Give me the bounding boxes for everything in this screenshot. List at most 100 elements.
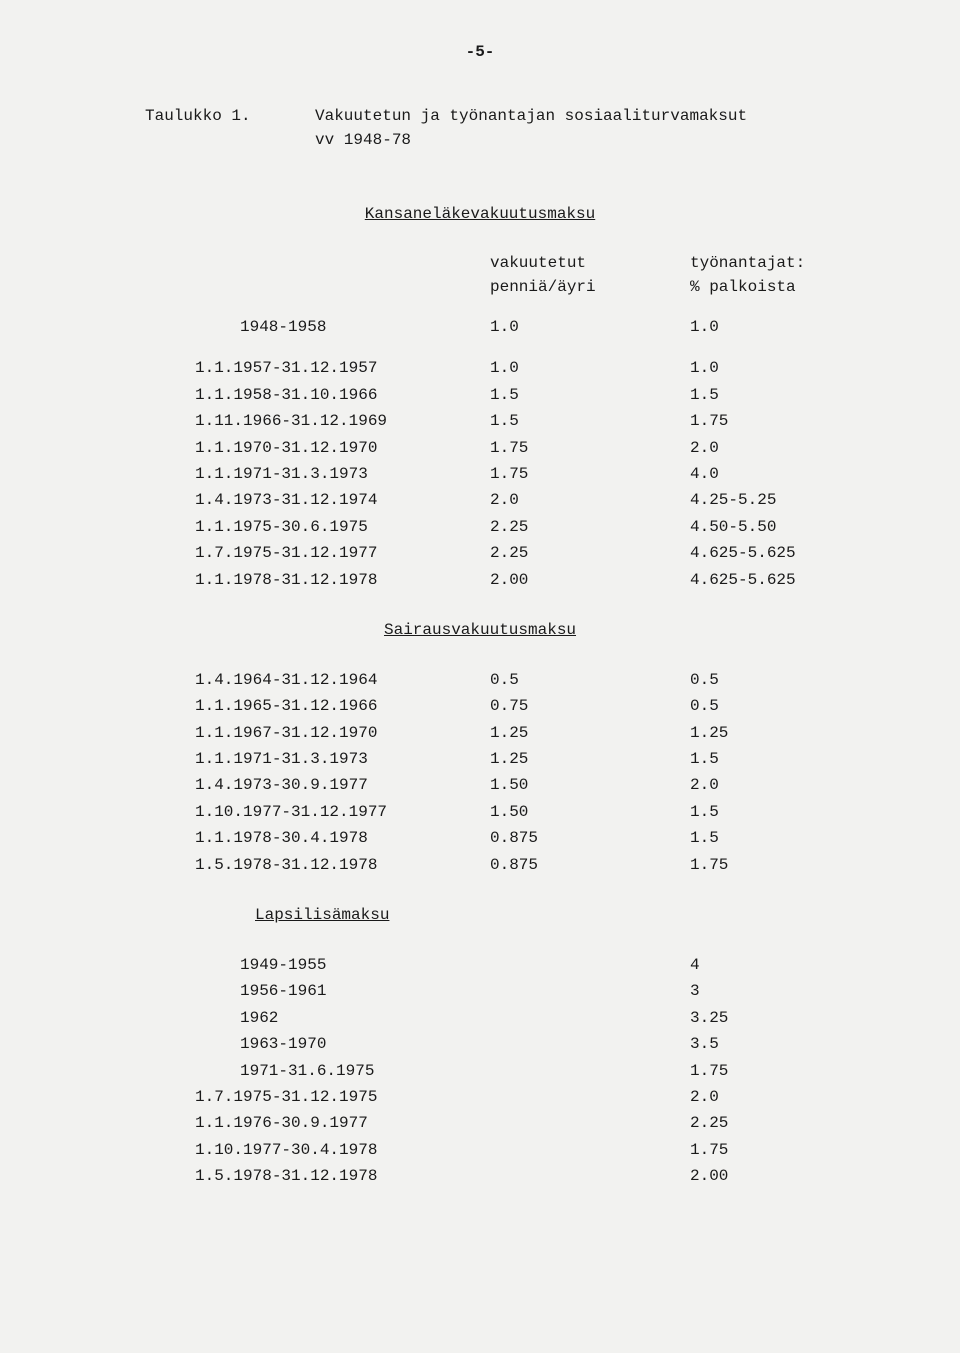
value2-cell: 1.5 bbox=[690, 746, 890, 772]
period-cell: 1.1.1978-30.4.1978 bbox=[195, 825, 490, 851]
value2-cell: 1.25 bbox=[690, 720, 890, 746]
period-cell: 1949-1955 bbox=[195, 952, 490, 978]
value1-cell bbox=[490, 1084, 690, 1110]
table-row: 1.5.1978-31.12.19782.00 bbox=[60, 1163, 900, 1189]
value1-cell: 0.875 bbox=[490, 825, 690, 851]
value1-cell bbox=[490, 1163, 690, 1189]
value2-cell: 3.5 bbox=[690, 1031, 890, 1057]
value1-cell: 1.25 bbox=[490, 746, 690, 772]
period-cell: 1.4.1973-31.12.1974 bbox=[195, 487, 490, 513]
period-cell: 1963-1970 bbox=[195, 1031, 490, 1057]
period-cell: 1948-1958 bbox=[195, 314, 490, 340]
table-row: 1956-19613 bbox=[60, 978, 900, 1004]
table-row: 1.1.1957-31.12.19571.01.0 bbox=[60, 355, 900, 381]
period-cell: 1962 bbox=[195, 1005, 490, 1031]
section2-heading: Sairausvakuutusmaksu bbox=[60, 618, 900, 642]
value2-cell: 0.5 bbox=[690, 667, 890, 693]
table-row: 1.1.1970-31.12.19701.752.0 bbox=[60, 435, 900, 461]
caption-line2: vv 1948-78 bbox=[315, 131, 411, 149]
value1-cell: 2.25 bbox=[490, 514, 690, 540]
period-cell: 1.5.1978-31.12.1978 bbox=[195, 852, 490, 878]
value1-cell: 0.5 bbox=[490, 667, 690, 693]
period-cell: 1.1.1967-31.12.1970 bbox=[195, 720, 490, 746]
table-title: Taulukko 1. Vakuutetun ja työnantajan so… bbox=[60, 104, 900, 152]
value1-cell: 1.0 bbox=[490, 355, 690, 381]
value2-cell: 1.5 bbox=[690, 799, 890, 825]
value2-cell: 1.75 bbox=[690, 408, 890, 434]
table-caption: Vakuutetun ja työnantajan sosiaaliturvam… bbox=[315, 104, 900, 152]
period-cell: 1.4.1964-31.12.1964 bbox=[195, 667, 490, 693]
table-row: 1.7.1975-31.12.19772.254.625-5.625 bbox=[60, 540, 900, 566]
column-headers: vakuutetut penniä/äyri työnantajat: % pa… bbox=[60, 251, 900, 299]
period-cell: 1.1.1978-31.12.1978 bbox=[195, 567, 490, 593]
value1-cell: 1.25 bbox=[490, 720, 690, 746]
table-row: 1.1.1967-31.12.19701.251.25 bbox=[60, 720, 900, 746]
value1-cell bbox=[490, 1058, 690, 1084]
section3-table: 1949-1955 41956-196131962 3.25 1963-1970 3.5… bbox=[60, 952, 900, 1190]
table-row: 1.4.1964-31.12.19640.50.5 bbox=[60, 667, 900, 693]
table-row: 1.10.1977-31.12.19771.501.5 bbox=[60, 799, 900, 825]
table-row: 1.1.1958-31.10.19661.51.5 bbox=[60, 382, 900, 408]
value1-cell: 1.5 bbox=[490, 408, 690, 434]
value2-cell: 2.00 bbox=[690, 1163, 890, 1189]
value2-cell: 2.25 bbox=[690, 1110, 890, 1136]
table-row: 1.1.1975-30.6.19752.254.50-5.50 bbox=[60, 514, 900, 540]
period-cell: 1.11.1966-31.12.1969 bbox=[195, 408, 490, 434]
table-number: Taulukko 1. bbox=[145, 104, 315, 152]
table-row: 1.1.1978-31.12.19782.004.625-5.625 bbox=[60, 567, 900, 593]
value1-cell: 1.0 bbox=[490, 314, 690, 340]
period-cell: 1.1.1975-30.6.1975 bbox=[195, 514, 490, 540]
value2-cell: 0.5 bbox=[690, 693, 890, 719]
value2-cell: 3.25 bbox=[690, 1005, 890, 1031]
table-row: 1.7.1975-31.12.19752.0 bbox=[60, 1084, 900, 1110]
value2-cell: 4 bbox=[690, 952, 890, 978]
period-cell: 1.4.1973-30.9.1977 bbox=[195, 772, 490, 798]
value1-cell: 2.0 bbox=[490, 487, 690, 513]
value2-cell: 1.5 bbox=[690, 825, 890, 851]
section2-table: 1.4.1964-31.12.19640.50.51.1.1965-31.12.… bbox=[60, 667, 900, 878]
caption-line1: Vakuutetun ja työnantajan sosiaaliturvam… bbox=[315, 107, 747, 125]
value1-cell: 1.75 bbox=[490, 461, 690, 487]
value2-cell: 4.625-5.625 bbox=[690, 540, 890, 566]
col2-header-line1: työnantajat: bbox=[690, 254, 805, 272]
value1-cell bbox=[490, 1110, 690, 1136]
period-cell: 1.1.1965-31.12.1966 bbox=[195, 693, 490, 719]
value1-cell: 0.75 bbox=[490, 693, 690, 719]
table-row: 1962 3.25 bbox=[60, 1005, 900, 1031]
value2-cell: 2.0 bbox=[690, 435, 890, 461]
section1-table: 1948-19581.01.01.1.1957-31.12.19571.01.0… bbox=[60, 314, 900, 593]
section3-heading: Lapsilisämaksu bbox=[60, 903, 900, 927]
value2-cell: 2.0 bbox=[690, 1084, 890, 1110]
value2-cell: 3 bbox=[690, 978, 890, 1004]
table-row: 1949-1955 4 bbox=[60, 952, 900, 978]
period-cell: 1.1.1971-31.3.1973 bbox=[195, 461, 490, 487]
value1-cell: 1.50 bbox=[490, 772, 690, 798]
col2-header: työnantajat: % palkoista bbox=[690, 251, 890, 299]
period-cell: 1.1.1970-31.12.1970 bbox=[195, 435, 490, 461]
value1-cell: 2.00 bbox=[490, 567, 690, 593]
period-cell: 1.1.1976-30.9.1977 bbox=[195, 1110, 490, 1136]
value1-cell: 1.50 bbox=[490, 799, 690, 825]
value2-cell: 1.75 bbox=[690, 1137, 890, 1163]
value1-cell: 2.25 bbox=[490, 540, 690, 566]
value2-cell: 2.0 bbox=[690, 772, 890, 798]
value2-cell: 1.75 bbox=[690, 1058, 890, 1084]
page-number: -5- bbox=[60, 40, 900, 64]
value2-cell: 1.5 bbox=[690, 382, 890, 408]
value1-cell: 0.875 bbox=[490, 852, 690, 878]
value2-cell: 4.0 bbox=[690, 461, 890, 487]
value2-cell: 4.25-5.25 bbox=[690, 487, 890, 513]
period-cell: 1.7.1975-31.12.1977 bbox=[195, 540, 490, 566]
value2-cell: 1.0 bbox=[690, 314, 890, 340]
table-row: 1.1.1978-30.4.19780.8751.5 bbox=[60, 825, 900, 851]
period-cell: 1.1.1957-31.12.1957 bbox=[195, 355, 490, 381]
value1-cell bbox=[490, 978, 690, 1004]
table-row: 1.11.1966-31.12.19691.51.75 bbox=[60, 408, 900, 434]
table-row: 1.10.1977-30.4.19781.75 bbox=[60, 1137, 900, 1163]
value1-cell bbox=[490, 1005, 690, 1031]
table-row: 1.4.1973-31.12.19742.04.25-5.25 bbox=[60, 487, 900, 513]
value1-cell: 1.75 bbox=[490, 435, 690, 461]
value1-cell: 1.5 bbox=[490, 382, 690, 408]
col2-header-line2: % palkoista bbox=[690, 278, 796, 296]
table-row: 1971-31.6.19751.75 bbox=[60, 1058, 900, 1084]
